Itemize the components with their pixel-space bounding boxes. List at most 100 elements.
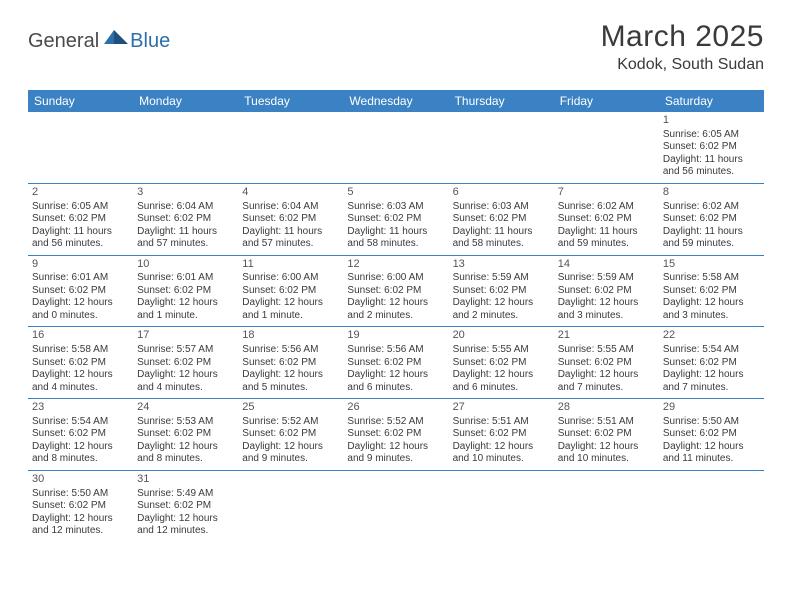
- sunrise-text: Sunrise: 6:05 AM: [663, 129, 760, 142]
- daylight-text: Daylight: 11 hours and 57 minutes.: [137, 226, 234, 251]
- daylight-text: Daylight: 12 hours and 6 minutes.: [453, 369, 550, 394]
- sunrise-text: Sunrise: 6:00 AM: [347, 272, 444, 285]
- day-number: 9: [32, 258, 129, 272]
- calendar-cell: [28, 112, 133, 183]
- sunset-text: Sunset: 6:02 PM: [137, 285, 234, 298]
- calendar-row: 23Sunrise: 5:54 AMSunset: 6:02 PMDayligh…: [28, 399, 764, 471]
- day-number: 12: [347, 258, 444, 272]
- sunset-text: Sunset: 6:02 PM: [32, 500, 129, 513]
- sunrise-text: Sunrise: 5:49 AM: [137, 488, 234, 501]
- daylight-text: Daylight: 12 hours and 2 minutes.: [453, 297, 550, 322]
- logo-text-blue: Blue: [130, 30, 170, 53]
- weekday-header-row: Sunday Monday Tuesday Wednesday Thursday…: [28, 90, 764, 112]
- calendar-cell: 2Sunrise: 6:05 AMSunset: 6:02 PMDaylight…: [28, 183, 133, 255]
- calendar-cell: 7Sunrise: 6:02 AMSunset: 6:02 PMDaylight…: [554, 183, 659, 255]
- daylight-text: Daylight: 12 hours and 10 minutes.: [453, 441, 550, 466]
- daylight-text: Daylight: 12 hours and 12 minutes.: [32, 513, 129, 538]
- location: Kodok, South Sudan: [601, 56, 764, 74]
- daylight-text: Daylight: 11 hours and 58 minutes.: [453, 226, 550, 251]
- calendar-cell: 24Sunrise: 5:53 AMSunset: 6:02 PMDayligh…: [133, 399, 238, 471]
- calendar-cell: 19Sunrise: 5:56 AMSunset: 6:02 PMDayligh…: [343, 327, 448, 399]
- sunset-text: Sunset: 6:02 PM: [242, 213, 339, 226]
- day-number: 2: [32, 186, 129, 200]
- calendar-cell: 9Sunrise: 6:01 AMSunset: 6:02 PMDaylight…: [28, 255, 133, 327]
- sunset-text: Sunset: 6:02 PM: [242, 428, 339, 441]
- sunrise-text: Sunrise: 6:02 AM: [663, 201, 760, 214]
- day-number: 29: [663, 401, 760, 415]
- sunrise-text: Sunrise: 5:55 AM: [453, 344, 550, 357]
- sunrise-text: Sunrise: 5:50 AM: [32, 488, 129, 501]
- day-number: 8: [663, 186, 760, 200]
- calendar-cell: 10Sunrise: 6:01 AMSunset: 6:02 PMDayligh…: [133, 255, 238, 327]
- sunrise-text: Sunrise: 6:01 AM: [32, 272, 129, 285]
- calendar-cell: [343, 470, 448, 541]
- logo-text-general: General: [28, 30, 99, 53]
- calendar-cell: 1Sunrise: 6:05 AMSunset: 6:02 PMDaylight…: [659, 112, 764, 183]
- month-title: March 2025: [601, 20, 764, 54]
- daylight-text: Daylight: 12 hours and 1 minute.: [242, 297, 339, 322]
- calendar-cell: 8Sunrise: 6:02 AMSunset: 6:02 PMDaylight…: [659, 183, 764, 255]
- calendar-cell: [554, 112, 659, 183]
- day-number: 6: [453, 186, 550, 200]
- sunrise-text: Sunrise: 5:56 AM: [347, 344, 444, 357]
- daylight-text: Daylight: 12 hours and 2 minutes.: [347, 297, 444, 322]
- day-number: 20: [453, 329, 550, 343]
- calendar-cell: 17Sunrise: 5:57 AMSunset: 6:02 PMDayligh…: [133, 327, 238, 399]
- day-number: 4: [242, 186, 339, 200]
- weekday-header: Tuesday: [238, 90, 343, 112]
- sunrise-text: Sunrise: 6:02 AM: [558, 201, 655, 214]
- calendar-cell: 25Sunrise: 5:52 AMSunset: 6:02 PMDayligh…: [238, 399, 343, 471]
- daylight-text: Daylight: 11 hours and 56 minutes.: [32, 226, 129, 251]
- sunrise-text: Sunrise: 6:04 AM: [242, 201, 339, 214]
- calendar-cell: [238, 470, 343, 541]
- calendar-cell: 14Sunrise: 5:59 AMSunset: 6:02 PMDayligh…: [554, 255, 659, 327]
- sunset-text: Sunset: 6:02 PM: [558, 428, 655, 441]
- sunset-text: Sunset: 6:02 PM: [453, 428, 550, 441]
- calendar-cell: [238, 112, 343, 183]
- daylight-text: Daylight: 12 hours and 8 minutes.: [137, 441, 234, 466]
- weekday-header: Wednesday: [343, 90, 448, 112]
- sunrise-text: Sunrise: 5:52 AM: [242, 416, 339, 429]
- day-number: 14: [558, 258, 655, 272]
- flag-icon: [104, 30, 128, 53]
- weekday-header: Thursday: [449, 90, 554, 112]
- calendar-cell: 27Sunrise: 5:51 AMSunset: 6:02 PMDayligh…: [449, 399, 554, 471]
- calendar-cell: 11Sunrise: 6:00 AMSunset: 6:02 PMDayligh…: [238, 255, 343, 327]
- daylight-text: Daylight: 11 hours and 58 minutes.: [347, 226, 444, 251]
- daylight-text: Daylight: 12 hours and 9 minutes.: [347, 441, 444, 466]
- calendar-cell: [449, 470, 554, 541]
- sunset-text: Sunset: 6:02 PM: [453, 357, 550, 370]
- sunset-text: Sunset: 6:02 PM: [32, 357, 129, 370]
- calendar-cell: 13Sunrise: 5:59 AMSunset: 6:02 PMDayligh…: [449, 255, 554, 327]
- sunset-text: Sunset: 6:02 PM: [137, 428, 234, 441]
- sunrise-text: Sunrise: 5:58 AM: [663, 272, 760, 285]
- sunset-text: Sunset: 6:02 PM: [347, 357, 444, 370]
- calendar-row: 1Sunrise: 6:05 AMSunset: 6:02 PMDaylight…: [28, 112, 764, 183]
- day-number: 26: [347, 401, 444, 415]
- calendar-cell: 30Sunrise: 5:50 AMSunset: 6:02 PMDayligh…: [28, 470, 133, 541]
- sunrise-text: Sunrise: 5:51 AM: [453, 416, 550, 429]
- sunset-text: Sunset: 6:02 PM: [32, 213, 129, 226]
- sunrise-text: Sunrise: 5:50 AM: [663, 416, 760, 429]
- sunrise-text: Sunrise: 5:56 AM: [242, 344, 339, 357]
- day-number: 7: [558, 186, 655, 200]
- calendar-cell: [449, 112, 554, 183]
- sunset-text: Sunset: 6:02 PM: [347, 213, 444, 226]
- sunset-text: Sunset: 6:02 PM: [558, 357, 655, 370]
- calendar-cell: [133, 112, 238, 183]
- daylight-text: Daylight: 12 hours and 1 minute.: [137, 297, 234, 322]
- weekday-header: Sunday: [28, 90, 133, 112]
- sunset-text: Sunset: 6:02 PM: [347, 428, 444, 441]
- calendar-cell: 20Sunrise: 5:55 AMSunset: 6:02 PMDayligh…: [449, 327, 554, 399]
- logo: General Blue: [28, 20, 170, 53]
- calendar-row: 16Sunrise: 5:58 AMSunset: 6:02 PMDayligh…: [28, 327, 764, 399]
- sunrise-text: Sunrise: 5:59 AM: [453, 272, 550, 285]
- calendar-cell: 23Sunrise: 5:54 AMSunset: 6:02 PMDayligh…: [28, 399, 133, 471]
- sunset-text: Sunset: 6:02 PM: [663, 141, 760, 154]
- header: General Blue March 2025 Kodok, South Sud…: [0, 0, 792, 82]
- calendar-cell: 28Sunrise: 5:51 AMSunset: 6:02 PMDayligh…: [554, 399, 659, 471]
- sunset-text: Sunset: 6:02 PM: [32, 285, 129, 298]
- sunset-text: Sunset: 6:02 PM: [137, 213, 234, 226]
- day-number: 3: [137, 186, 234, 200]
- day-number: 10: [137, 258, 234, 272]
